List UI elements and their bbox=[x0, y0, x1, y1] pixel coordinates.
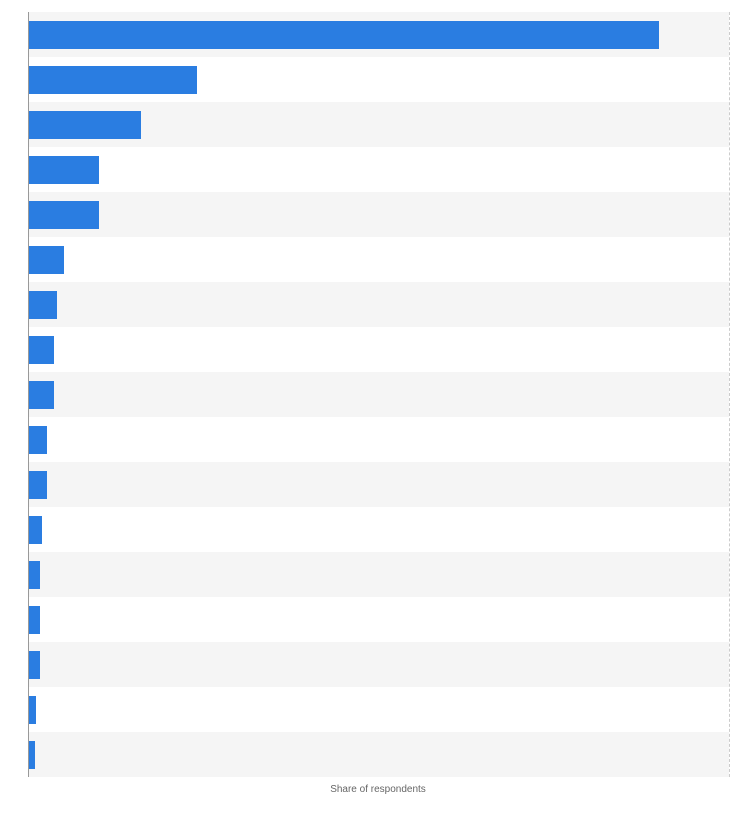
gridline bbox=[729, 12, 730, 777]
row-bg bbox=[29, 237, 729, 282]
row-bg bbox=[29, 192, 729, 237]
row-bg bbox=[29, 282, 729, 327]
row-bg bbox=[29, 687, 729, 732]
row-bg bbox=[29, 327, 729, 372]
bar bbox=[29, 516, 42, 544]
row-bg bbox=[29, 642, 729, 687]
row-bg bbox=[29, 147, 729, 192]
bar bbox=[29, 651, 40, 679]
bar bbox=[29, 21, 659, 49]
bar bbox=[29, 381, 54, 409]
row-bg bbox=[29, 372, 729, 417]
row-bg bbox=[29, 462, 729, 507]
bar bbox=[29, 696, 36, 724]
chart-container: Share of respondents bbox=[28, 12, 728, 797]
bar bbox=[29, 561, 40, 589]
bar bbox=[29, 201, 99, 229]
bar bbox=[29, 471, 47, 499]
bar bbox=[29, 426, 47, 454]
row-bg bbox=[29, 417, 729, 462]
row-bg bbox=[29, 732, 729, 777]
bar bbox=[29, 606, 40, 634]
bar bbox=[29, 741, 35, 769]
bar bbox=[29, 111, 141, 139]
plot-area bbox=[28, 12, 728, 777]
row-bg bbox=[29, 552, 729, 597]
row-bg bbox=[29, 597, 729, 642]
bar bbox=[29, 291, 57, 319]
bar bbox=[29, 156, 99, 184]
row-bg bbox=[29, 507, 729, 552]
bar bbox=[29, 246, 64, 274]
x-axis-label: Share of respondents bbox=[28, 784, 728, 795]
bar bbox=[29, 336, 54, 364]
bar bbox=[29, 66, 197, 94]
